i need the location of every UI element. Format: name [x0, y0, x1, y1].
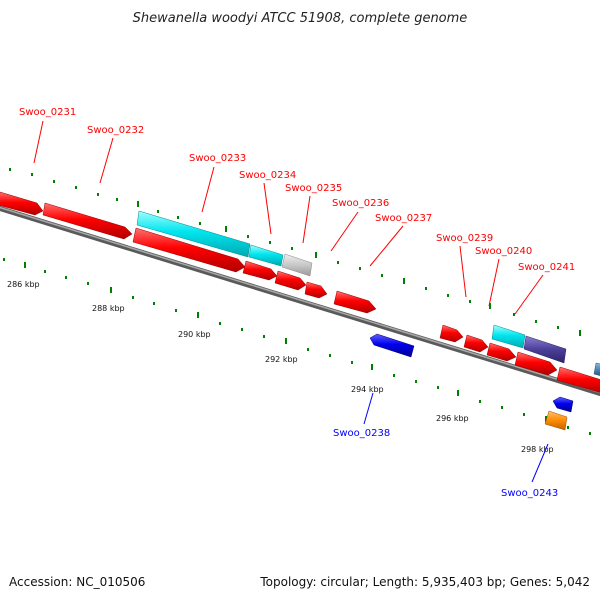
gene-label-swoo-0235[interactable]: Swoo_0235 — [285, 183, 342, 194]
upper-tick-track — [9, 168, 581, 336]
topology-text: Topology: circular; Length: 5,935,403 bp… — [259, 575, 590, 589]
gene-swoo-0235-feature[interactable] — [281, 253, 313, 277]
label-leaders-top — [33, 120, 544, 315]
gene-label-swoo-0241[interactable]: Swoo_0241 — [518, 262, 575, 273]
gene-swoo-0232-arrow[interactable] — [42, 202, 133, 240]
gene-swoo-0238-arrow[interactable] — [369, 333, 415, 358]
gene-label-swoo-0238[interactable]: Swoo_0238 — [333, 428, 390, 439]
kbp-label-292: 292 kbp — [265, 355, 298, 364]
gene-swoo-0239-arrow[interactable] — [439, 324, 464, 343]
gene-swoo-0234-arrow[interactable] — [242, 260, 278, 281]
gene-swoo-0241-feature[interactable] — [523, 335, 567, 364]
gene-label-swoo-0234[interactable]: Swoo_0234 — [239, 170, 296, 181]
gene-swoo-0234-feature[interactable] — [248, 244, 284, 267]
kbp-label-288: 288 kbp — [92, 304, 125, 313]
gene-label-swoo-0240[interactable]: Swoo_0240 — [475, 246, 532, 257]
gene-swoo-0242-feature[interactable] — [593, 362, 600, 377]
gene-swoo-0241-arrow[interactable] — [514, 351, 558, 376]
lower-tick-track — [3, 258, 591, 435]
kbp-label-296: 296 kbp — [436, 414, 469, 423]
kbp-label-286: 286 kbp — [7, 280, 40, 289]
gene-swoo-0233-feature[interactable] — [136, 210, 251, 258]
gene-labels-bottom: Swoo_0238 Swoo_0243 — [333, 428, 558, 499]
gene-swoo-0242-arrow[interactable] — [556, 366, 600, 394]
gene-label-swoo-0232[interactable]: Swoo_0232 — [87, 125, 144, 136]
gene-swoo-0236-arrow[interactable] — [304, 281, 328, 299]
genome-backbone — [0, 205, 600, 397]
gene-swoo-0240-arrow[interactable] — [463, 334, 489, 353]
kbp-label-290: 290 kbp — [178, 330, 211, 339]
gene-label-swoo-0231[interactable]: Swoo_0231 — [19, 107, 76, 118]
gene-swoo-0240b-arrow[interactable] — [486, 342, 517, 362]
kbp-label-294: 294 kbp — [351, 385, 384, 394]
gene-swoo-0243-arrow-blue[interactable] — [552, 396, 574, 413]
gene-label-swoo-0233[interactable]: Swoo_0233 — [189, 153, 246, 164]
label-leaders-bottom — [363, 392, 549, 483]
reverse-strand-genes — [369, 333, 574, 431]
gene-swoo-0235-arrow[interactable] — [274, 270, 307, 291]
gene-swoo-0240-feature[interactable] — [491, 324, 526, 349]
gene-label-swoo-0243[interactable]: Swoo_0243 — [501, 488, 558, 499]
gene-label-swoo-0237[interactable]: Swoo_0237 — [375, 213, 432, 224]
gene-swoo-0231-arrow[interactable] — [0, 191, 44, 216]
accession-text: Accession: NC_010506 — [9, 575, 145, 589]
map-title: Shewanella woodyi ATCC 51908, complete g… — [133, 11, 468, 26]
feature-track-upper — [136, 210, 600, 377]
gene-swoo-0237-arrow[interactable] — [333, 290, 377, 314]
forward-strand-genes — [0, 191, 600, 394]
gene-label-swoo-0236[interactable]: Swoo_0236 — [332, 198, 389, 209]
gene-swoo-0243-arrow-orange[interactable] — [544, 410, 568, 431]
kbp-label-298: 298 kbp — [521, 445, 554, 454]
gene-swoo-0233-arrow[interactable] — [132, 227, 246, 273]
gene-label-swoo-0239[interactable]: Swoo_0239 — [436, 233, 493, 244]
gene-labels-top: Swoo_0231 Swoo_0232 Swoo_0233 Swoo_0234 … — [19, 107, 575, 273]
